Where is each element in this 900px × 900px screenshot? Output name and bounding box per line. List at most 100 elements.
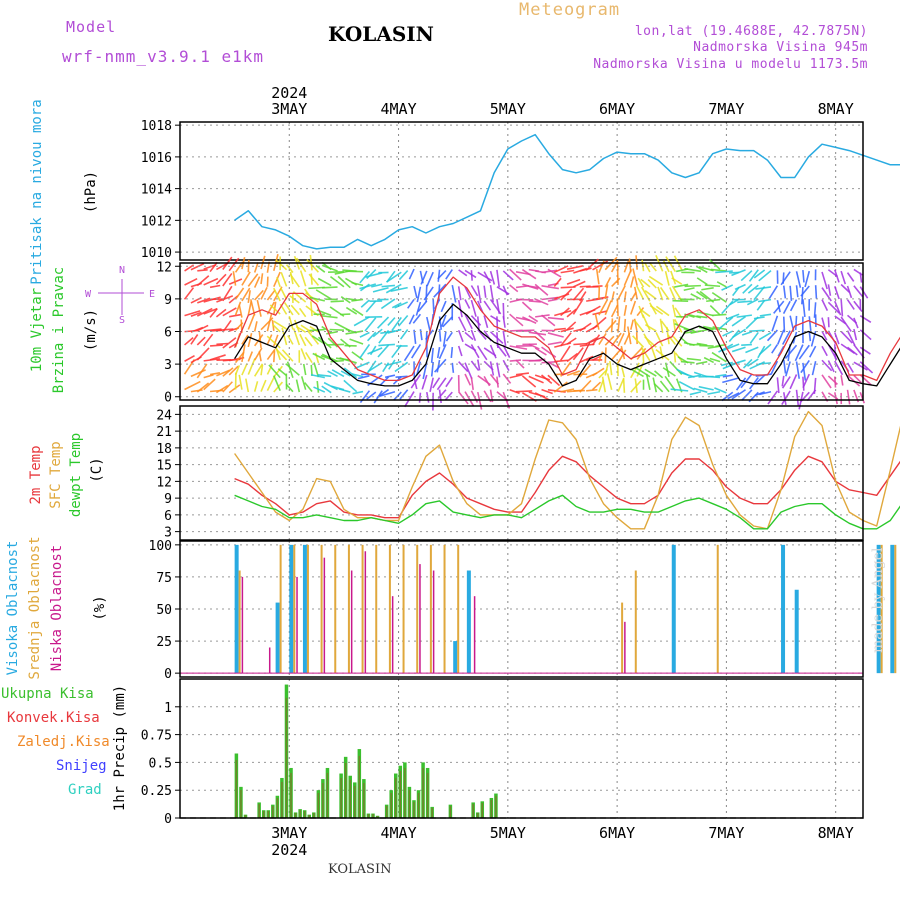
wind-arrow	[579, 322, 592, 332]
wind-arrow	[247, 332, 253, 348]
wind-arrow	[746, 298, 759, 306]
wind-arrow	[759, 313, 772, 317]
compass-west: W	[85, 289, 92, 300]
wind-arrow	[253, 276, 261, 288]
wind-arrow	[640, 346, 651, 362]
wind-arrow	[516, 390, 533, 393]
wind-arrow	[687, 313, 702, 319]
wind-arrow	[827, 317, 830, 328]
wind-arrow	[672, 335, 683, 347]
cloud-bar	[443, 544, 446, 674]
precip-conv-bar	[422, 767, 424, 818]
pressure-ylabel: Pritisak na nivou mora	[29, 99, 45, 284]
wind-arrow	[289, 273, 300, 288]
wind-arrow	[228, 257, 240, 272]
wind-arrow	[579, 291, 587, 302]
precip-ylabel-text: 1hr Precip (mm)	[112, 685, 128, 811]
wind-arrow	[547, 332, 564, 338]
wind-arrow	[266, 364, 273, 375]
precip-conv-bar	[390, 792, 392, 818]
wind-arrow	[758, 362, 772, 365]
wind-arrow	[352, 390, 364, 395]
cloud-bar	[781, 544, 786, 674]
wind-arrow	[813, 302, 817, 318]
temp-ylabel: 2m Temp	[28, 445, 44, 504]
precip-tick-label: 0	[164, 812, 172, 827]
wind-arrow	[359, 331, 370, 338]
wind-arrow	[295, 257, 307, 273]
cloud-bar	[268, 647, 271, 674]
wind-arrow	[662, 367, 676, 377]
wind-arrow	[617, 285, 626, 300]
wind-arrow	[781, 375, 785, 387]
precip-conv-bar	[404, 767, 406, 818]
wind-arrow	[808, 331, 812, 342]
bottom-day-label: 7MAY	[708, 824, 744, 842]
precip-conv-bar	[281, 781, 283, 818]
meteogram-label: Meteogram	[519, 0, 621, 20]
precip-conv-bar	[367, 813, 370, 818]
wind-arrow	[707, 390, 721, 395]
wind-arrow	[413, 329, 417, 344]
wind-arrow	[670, 388, 689, 392]
wind-arrow	[327, 337, 339, 348]
wind-arrow	[275, 348, 288, 361]
wind-arrow	[196, 382, 210, 393]
wind-arrow	[326, 330, 338, 335]
wind-arrow	[229, 313, 241, 318]
wind-arrow	[566, 337, 577, 345]
wind-arrow	[704, 284, 721, 288]
wind-speed-line	[234, 303, 900, 387]
wind-arrow	[808, 316, 812, 331]
wind-arrow	[287, 335, 294, 345]
wind-arrow	[709, 259, 721, 270]
wind-arrow	[216, 384, 229, 394]
wind-arrow	[649, 343, 658, 361]
wind-arrow	[269, 304, 281, 315]
precip-conv-bar	[285, 697, 288, 818]
wind-arrow	[747, 284, 759, 294]
precip-conv-bar	[476, 812, 479, 818]
wind-arrow	[509, 268, 522, 281]
wind-arrow	[509, 313, 524, 327]
wind-arrow	[430, 347, 434, 363]
cloud-bar	[275, 602, 280, 674]
wind-arrow	[604, 319, 617, 333]
wind-arrow	[699, 344, 714, 347]
wind-arrow	[266, 289, 276, 301]
bottom-day-label: 3MAY	[271, 824, 307, 842]
wind-arrow	[547, 374, 561, 387]
wind-arrow	[814, 285, 818, 299]
cloud-ylabel-text: Visoka Oblacnost	[5, 541, 21, 676]
wind-arrow	[245, 378, 250, 393]
wind-arrow	[496, 343, 507, 357]
wind-arrow	[560, 288, 573, 301]
wind-arrow	[234, 301, 242, 316]
wind-arrow	[630, 276, 635, 288]
wind-arrow	[266, 348, 276, 361]
wind-arrow	[566, 308, 577, 318]
wind-arrow	[834, 300, 842, 316]
wind-arrow	[228, 365, 239, 376]
wind-arrow	[445, 376, 453, 388]
wind-arrow	[853, 361, 868, 371]
wind-arrow	[351, 351, 364, 361]
wind-arrow	[496, 362, 501, 378]
wind-arrow	[379, 376, 390, 386]
lonlat-label: lon,lat (19.4688E, 42.7875N)	[634, 24, 868, 39]
precip-conv-bar	[326, 772, 329, 818]
wind-arrow	[547, 316, 564, 321]
wind-arrow	[349, 338, 364, 345]
precip-conv-bar	[399, 770, 402, 818]
precip-conv-bar	[290, 772, 292, 818]
temp-tick-label: 6	[164, 509, 172, 524]
wind-arrow	[846, 389, 851, 405]
wind-arrow	[657, 286, 664, 301]
wind-arrow	[560, 269, 575, 274]
wind-arrow	[560, 332, 572, 347]
wind-arrow	[696, 342, 708, 346]
wind-arrow	[789, 285, 793, 302]
wind-arrow	[394, 301, 408, 309]
wind-arrow	[477, 391, 483, 410]
wind-ylabel2-text: Brzina i Pravac	[51, 267, 67, 393]
